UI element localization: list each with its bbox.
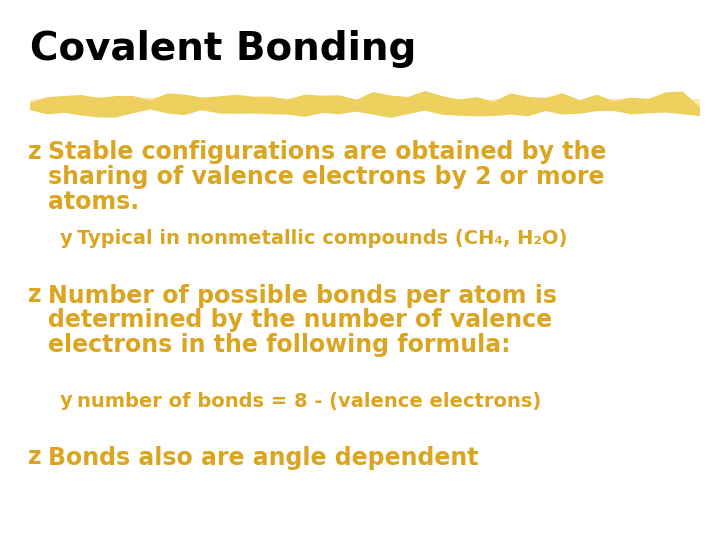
Text: z: z (28, 140, 42, 164)
Text: atoms.: atoms. (48, 190, 140, 214)
Text: Stable configurations are obtained by the: Stable configurations are obtained by th… (48, 140, 607, 164)
Polygon shape (30, 96, 700, 109)
Text: z: z (28, 284, 42, 307)
Text: determined by the number of valence: determined by the number of valence (48, 308, 552, 332)
Text: y: y (60, 392, 73, 410)
Text: Bonds also are angle dependent: Bonds also are angle dependent (48, 446, 479, 469)
Text: Typical in nonmetallic compounds (CH₄, H₂O): Typical in nonmetallic compounds (CH₄, H… (77, 230, 567, 248)
Text: number of bonds = 8 - (valence electrons): number of bonds = 8 - (valence electrons… (77, 392, 541, 410)
Text: z: z (28, 446, 42, 469)
Text: electrons in the following formula:: electrons in the following formula: (48, 333, 511, 357)
Text: Covalent Bonding: Covalent Bonding (30, 30, 416, 68)
Text: Number of possible bonds per atom is: Number of possible bonds per atom is (48, 284, 557, 307)
Text: y: y (60, 230, 73, 248)
Polygon shape (30, 91, 700, 118)
Text: sharing of valence electrons by 2 or more: sharing of valence electrons by 2 or mor… (48, 165, 605, 189)
